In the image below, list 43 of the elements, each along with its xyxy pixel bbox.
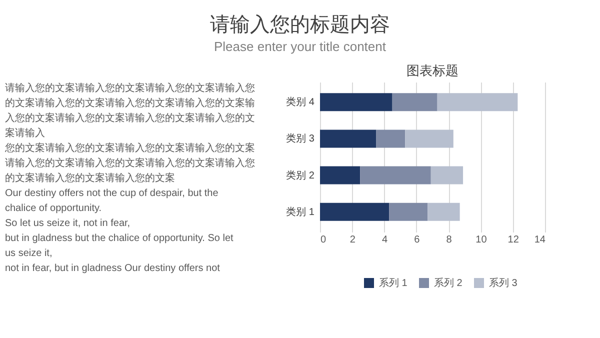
- y-tick-label: 类别 2: [286, 169, 315, 182]
- y-tick-label: 类别 4: [286, 96, 315, 108]
- text: Our destiny offers not the cup of despair, but the: [5, 188, 219, 199]
- text: not in fear, but in gladness Our destiny offers not: [5, 263, 220, 274]
- text: 的文案请输入您的文案请输入您的文案请输入您的文案输: [5, 97, 255, 109]
- text: 请输入您的文案请输入您的文案请输入您的文案请输入您: [5, 157, 255, 169]
- x-tick-label: 8: [446, 234, 452, 246]
- bar: [428, 202, 460, 221]
- chart-title: 图表标题: [406, 63, 458, 78]
- bar: [376, 130, 406, 148]
- text: 您的文案请输入您的文案请输入您的文案请输入您的文案: [4, 142, 255, 154]
- text: 请输入您的标题内容: [210, 14, 390, 36]
- x-tick-label: 6: [414, 234, 420, 246]
- text: but in gladness but the chalice of opportunity. So let: [5, 233, 234, 244]
- text: Please enter your title content: [214, 39, 386, 54]
- text: 请输入您的文案请输入您的文案请输入您的文案请输入您: [5, 82, 255, 94]
- text: 案请输入: [5, 127, 45, 139]
- legend-label: 系列 1: [379, 277, 408, 289]
- text: chalice of opportunity.: [5, 203, 102, 214]
- bar: [320, 166, 360, 184]
- bar: [320, 93, 392, 112]
- x-tick-label: 14: [534, 234, 546, 246]
- bar: [389, 202, 428, 221]
- bar: [430, 166, 464, 184]
- text: us seize it,: [5, 248, 52, 259]
- legend-label: 系列 2: [434, 277, 463, 289]
- bar: [392, 93, 438, 112]
- x-tick-label: 10: [476, 234, 488, 246]
- bar: [320, 202, 390, 221]
- text: 入您的文案请输入您的文案请输入您的文案请输入您的文: [5, 112, 255, 124]
- y-tick-label: 类别 1: [286, 206, 315, 218]
- legend-label: 系列 3: [489, 277, 518, 289]
- x-tick-label: 12: [508, 234, 520, 246]
- bar: [360, 166, 431, 184]
- x-tick-label: 4: [382, 234, 388, 246]
- bar: [320, 130, 376, 148]
- y-tick-label: 类别 3: [286, 132, 315, 145]
- text: 的文案请输入您的文案请输入您的文案: [5, 172, 175, 184]
- x-tick-label: 2: [350, 234, 356, 246]
- text: So let us seize it, not in fear,: [5, 218, 130, 229]
- bar: [437, 93, 518, 112]
- bar: [405, 130, 454, 148]
- x-tick-label: 0: [320, 234, 326, 246]
